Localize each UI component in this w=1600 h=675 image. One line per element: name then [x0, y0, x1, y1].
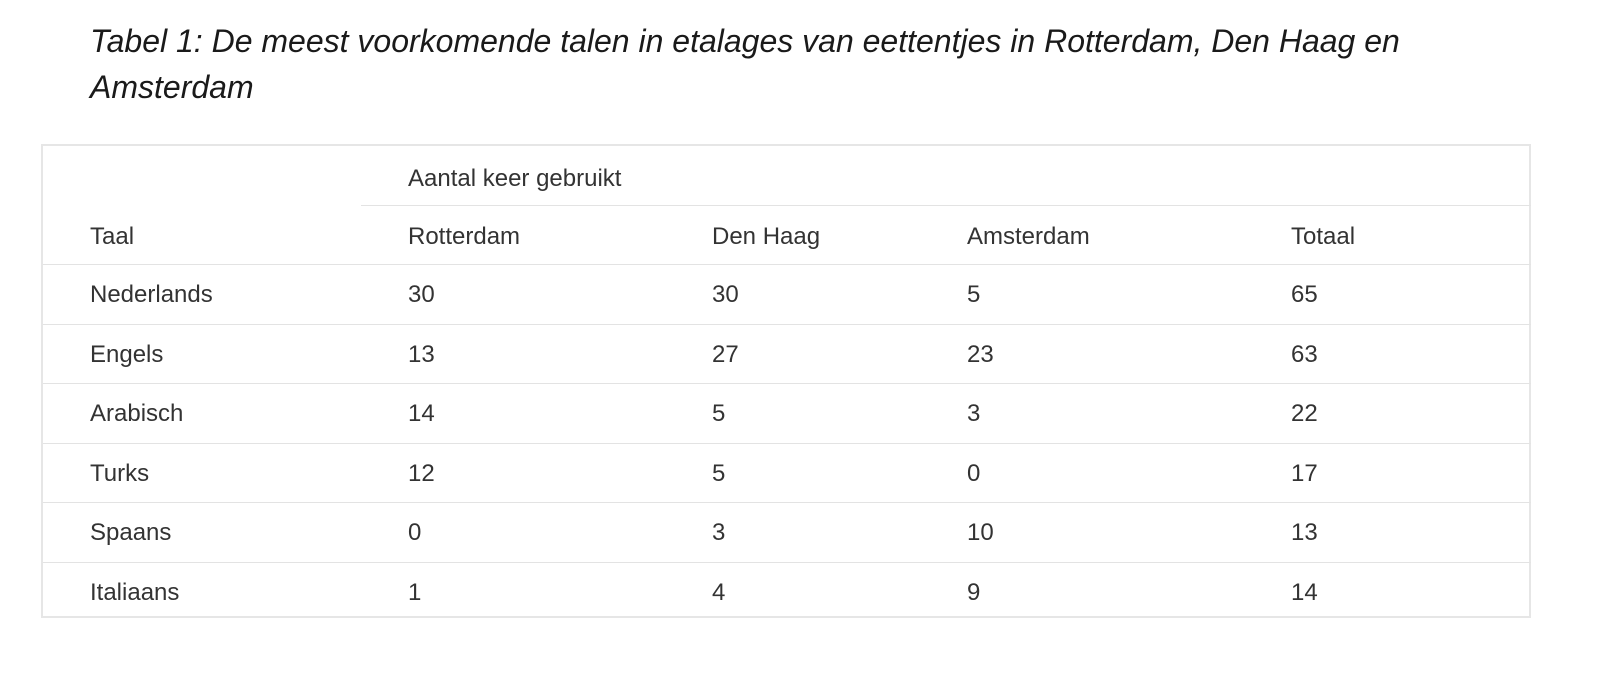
table-cell: 63 — [1291, 340, 1318, 368]
table-cell: 23 — [967, 340, 994, 368]
table-cell: 10 — [967, 519, 994, 547]
table-cell: 5 — [712, 459, 726, 487]
table-cell: 5 — [967, 281, 981, 308]
table-caption: Tabel 1: De meest voorkomende talen in e… — [90, 23, 1400, 105]
table-cell: 0 — [408, 519, 422, 547]
table-cell: 13 — [1291, 519, 1318, 547]
table-cell: 30 — [408, 281, 435, 308]
column-header: Totaal — [1291, 223, 1356, 250]
table-cell: 27 — [712, 340, 739, 368]
row-label: Arabisch — [90, 400, 184, 428]
data-table: Aantal keer gebruikt Taal Rotterdam Den Ha… — [41, 144, 1531, 618]
row-divider — [43, 442, 1531, 444]
table-cell: 3 — [967, 400, 981, 428]
table-cell: 13 — [408, 340, 435, 368]
group-header: Aantal keer gebruikt — [408, 165, 622, 192]
table-cell: 3 — [712, 519, 726, 547]
table-cell: 12 — [408, 459, 435, 487]
row-divider — [43, 562, 1531, 563]
row-label: Italiaans — [90, 579, 180, 606]
column-header: Taal — [90, 223, 135, 250]
table-cell: 1 — [408, 579, 422, 606]
column-header: Rotterdam — [408, 223, 521, 250]
table-cell: 30 — [712, 281, 739, 308]
row-label: Nederlands — [90, 281, 213, 308]
table-cell: 22 — [1291, 400, 1318, 428]
row-divider — [43, 323, 1531, 325]
table-cell: 5 — [712, 400, 726, 428]
row-label: Turks — [90, 459, 150, 487]
row-label: Engels — [90, 340, 164, 368]
group-header-rule — [361, 205, 1531, 206]
table-cell: 4 — [712, 579, 726, 606]
table-cell: 9 — [967, 579, 981, 606]
row-divider — [43, 502, 1531, 504]
column-header: Den Haag — [712, 223, 821, 250]
table-cell: 0 — [967, 459, 981, 487]
row-divider — [43, 264, 1531, 265]
table-cell: 14 — [408, 400, 435, 428]
table-cell: 14 — [1291, 579, 1318, 606]
column-header: Amsterdam — [967, 223, 1090, 250]
row-divider — [43, 383, 1531, 385]
table-cell: 65 — [1291, 281, 1318, 308]
row-label: Spaans — [90, 519, 172, 547]
table-cell: 17 — [1291, 459, 1318, 487]
